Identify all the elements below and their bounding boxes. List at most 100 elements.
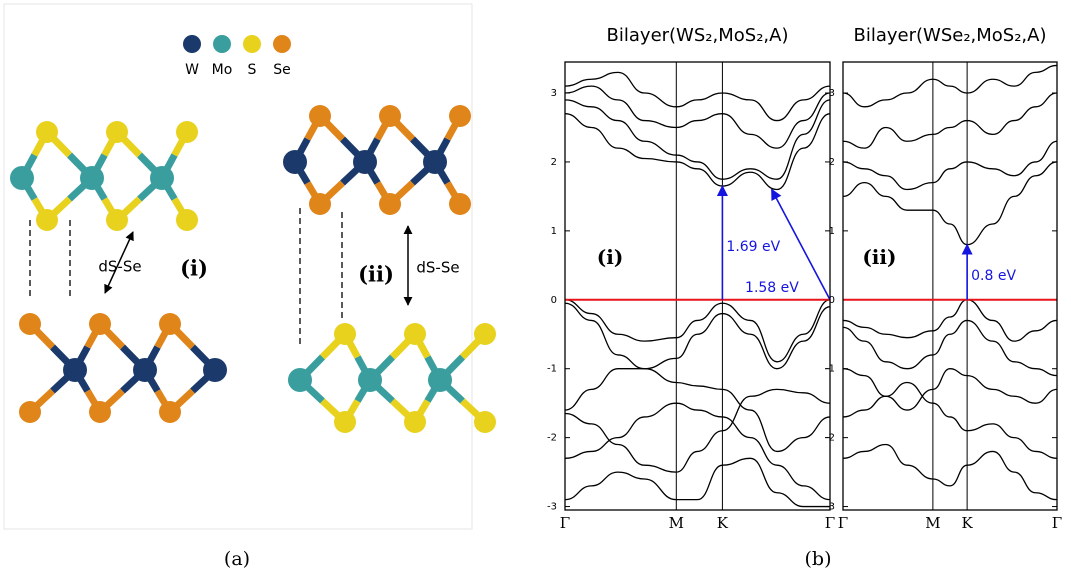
chart-title: Bilayer(WS₂,MoS₂,A) [607, 25, 789, 46]
atom [89, 401, 111, 423]
legend-atom [213, 35, 231, 53]
distance-label: dS-Se [416, 259, 459, 277]
band-line [565, 303, 830, 368]
atom [36, 209, 58, 231]
atom [150, 166, 174, 190]
y-tick-label: 3 [829, 88, 835, 99]
atom [19, 401, 41, 423]
atom [449, 105, 471, 127]
atom [89, 313, 111, 335]
y-tick-label: 1 [829, 226, 835, 237]
legend-label: Mo [212, 62, 233, 78]
atom [19, 313, 41, 335]
gap-label: 1.69 eV [726, 239, 780, 255]
atom [283, 150, 307, 174]
x-tick-label: K [962, 514, 974, 532]
x-tick-label: M [669, 514, 684, 532]
atom [309, 105, 331, 127]
y-tick-label: 3 [551, 88, 557, 99]
band-line [565, 114, 830, 190]
band-line [843, 300, 1057, 341]
y-tick-label: 0 [829, 295, 835, 306]
x-tick-label: M [925, 514, 940, 532]
plot-frame [843, 62, 1057, 510]
y-tick-label: -3 [825, 502, 835, 513]
atom [379, 193, 401, 215]
structure-panel: W Mo S Se dS-Se dS-Se (i) (ii) [10, 35, 496, 433]
distance-label: dS-Se [98, 258, 141, 276]
gap-label: 0.8 eV [971, 268, 1016, 284]
atom [36, 121, 58, 143]
x-tick-label: Γ [825, 514, 835, 532]
band-panel: Bilayer(WS₂,MoS₂,A) -3 -2 -1 0 1 2 3 Γ M K Γ (i) 1.69… [547, 25, 1062, 532]
atom [10, 166, 34, 190]
layer [283, 105, 471, 215]
atom [159, 401, 181, 423]
y-tick-label: 2 [551, 157, 557, 168]
atom [428, 368, 452, 392]
band-line [565, 389, 830, 472]
x-tick-label: K [717, 514, 729, 532]
chart-title: Bilayer(WSe₂,MoS₂,A) [853, 25, 1046, 46]
panel-label: (i) [597, 245, 624, 269]
structure-label: (i) [180, 256, 208, 281]
atom [133, 358, 157, 382]
atom [309, 193, 331, 215]
x-tick-label: Γ [560, 514, 570, 532]
band-line [843, 320, 1057, 375]
x-tick-label: Γ [1052, 514, 1062, 532]
band-line [843, 445, 1057, 500]
y-tick-label: 1 [551, 226, 557, 237]
panel-label: (ii) [862, 245, 896, 269]
y-tick-label: -1 [825, 364, 835, 375]
atom [334, 323, 356, 345]
y-tick-label: -2 [825, 433, 835, 444]
atom [423, 150, 447, 174]
legend-label: S [248, 62, 257, 78]
band-line [843, 382, 1057, 458]
caption: (a) [224, 548, 250, 570]
atom [474, 323, 496, 345]
band-plot: Bilayer(WS₂,MoS₂,A) -3 -2 -1 0 1 2 3 Γ M K Γ (i) 1.69… [547, 25, 835, 532]
atom [176, 121, 198, 143]
atom [358, 368, 382, 392]
layer [10, 121, 198, 231]
band-line [565, 300, 830, 362]
y-tick-label: -1 [547, 364, 557, 375]
legend-label: W [185, 62, 199, 78]
gap-label: 1.58 eV [745, 280, 799, 296]
x-tick-label: Γ [838, 514, 848, 532]
atom [288, 368, 312, 392]
y-tick-label: -2 [547, 433, 557, 444]
atom [404, 411, 426, 433]
band-line [843, 162, 1057, 245]
atom [176, 209, 198, 231]
structure-label: (ii) [358, 262, 394, 287]
panel-frame [4, 4, 472, 529]
atom [106, 209, 128, 231]
band-line [843, 93, 1057, 148]
y-tick-label: 0 [551, 295, 557, 306]
atom [63, 358, 87, 382]
atom [379, 105, 401, 127]
atom [80, 166, 104, 190]
band-line [843, 65, 1057, 106]
legend-atom [183, 35, 201, 53]
legend-label: Se [273, 62, 291, 78]
layer [288, 323, 496, 433]
legend-atom [243, 35, 261, 53]
atom [404, 323, 426, 345]
atom [474, 411, 496, 433]
band-line [565, 458, 830, 506]
layer [19, 313, 227, 423]
atom [334, 411, 356, 433]
legend-atom [273, 35, 291, 53]
atom [353, 150, 377, 174]
figure: W Mo S Se dS-Se dS-Se (i) (ii) Bilayer(WS₂,MoS₂… [0, 0, 1071, 581]
atom [106, 121, 128, 143]
y-tick-label: -3 [547, 502, 557, 513]
band-line [843, 141, 1057, 189]
atom [203, 358, 227, 382]
atom [159, 313, 181, 335]
